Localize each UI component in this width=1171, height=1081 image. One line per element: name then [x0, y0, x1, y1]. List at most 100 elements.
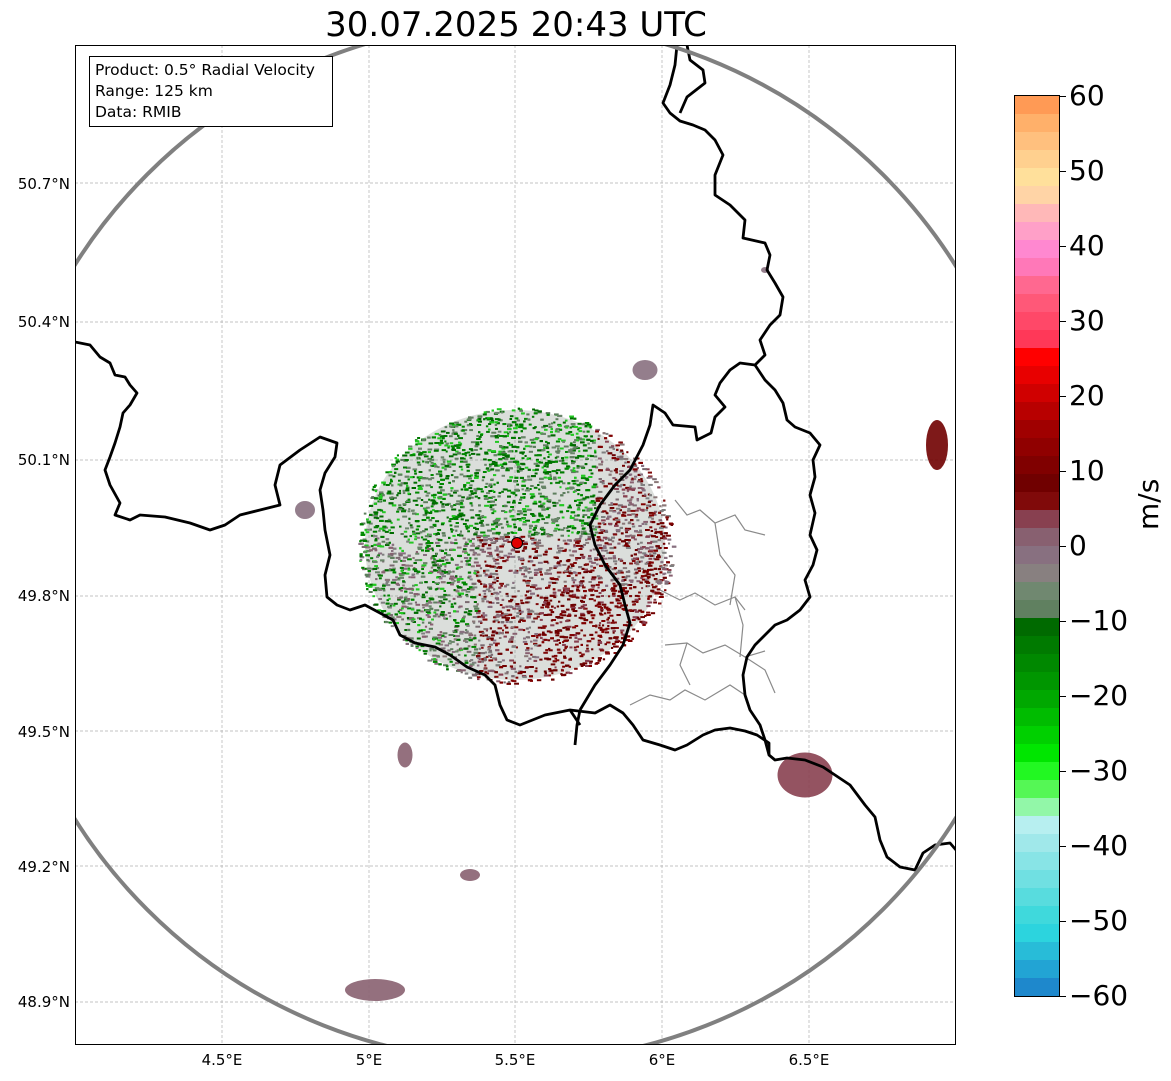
echo-pixel: [460, 560, 463, 563]
echo-pixel: [407, 568, 411, 571]
echo-pixel: [478, 647, 481, 650]
echo-pixel: [469, 509, 474, 512]
echo-pixel: [473, 533, 478, 536]
echo-pixel: [381, 494, 385, 497]
echo-pixel: [575, 432, 579, 435]
echo-pixel: [617, 504, 623, 507]
echo-pixel: [648, 564, 653, 567]
echo-pixel: [645, 468, 650, 471]
echo-pixel: [524, 466, 529, 469]
echo-pixel: [582, 576, 585, 579]
echo-pixel: [440, 430, 445, 433]
echo-pixel: [438, 643, 444, 646]
echo-pixel: [588, 476, 593, 478]
echo-pixel: [522, 629, 526, 632]
echo-pixel: [373, 526, 379, 529]
echo-pixel: [372, 589, 378, 592]
echo-pixel: [589, 501, 594, 504]
echo-pixel: [495, 427, 498, 430]
echo-pixel: [401, 564, 406, 566]
echo-pixel: [464, 420, 468, 423]
echo-pixel: [612, 592, 616, 595]
echo-pixel: [575, 596, 580, 599]
echo-pixel: [662, 551, 667, 554]
echo-pixel: [489, 421, 495, 424]
echo-pixel: [534, 555, 538, 558]
echo-pixel: [524, 594, 527, 597]
echo-pixel: [660, 593, 664, 596]
echo-pixel: [612, 518, 617, 521]
echo-pixel: [410, 598, 415, 601]
echo-pixel: [613, 585, 617, 588]
echo-pixel: [625, 531, 628, 534]
echo-pixel: [586, 509, 591, 512]
echo-pixel: [589, 530, 592, 533]
echo-pixel: [465, 640, 469, 643]
echo-pixel: [591, 485, 597, 488]
echo-pixel: [427, 547, 432, 550]
echo-pixel: [440, 601, 446, 604]
echo-pixel: [466, 650, 472, 653]
echo-pixel: [546, 465, 549, 468]
echo-pixel: [409, 591, 413, 594]
echo-pixel: [567, 525, 571, 528]
echo-pixel: [493, 619, 499, 622]
echo-pixel: [621, 579, 625, 582]
echo-pixel: [564, 456, 569, 459]
echo-pixel: [558, 459, 563, 462]
echo-pixel: [553, 529, 557, 532]
echo-pixel: [477, 545, 481, 547]
radar-map[interactable]: [75, 45, 956, 1045]
echo-pixel: [546, 601, 551, 604]
echo-pixel: [441, 532, 446, 535]
echo-pixel: [472, 551, 476, 554]
echo-pixel: [639, 581, 643, 584]
echo-pixel: [377, 545, 382, 547]
echo-pixel: [507, 425, 511, 428]
echo-pixel: [503, 457, 509, 460]
echo-pixel: [441, 509, 446, 512]
echo-pixel: [479, 541, 482, 544]
echo-pixel: [414, 559, 417, 562]
echo-pixel: [427, 612, 432, 615]
echo-pixel: [513, 480, 517, 483]
echo-pixel: [557, 438, 562, 441]
echo-pixel: [593, 455, 598, 458]
echo-pixel: [597, 577, 601, 580]
echo-pixel: [482, 612, 485, 615]
echo-pixel: [586, 644, 589, 647]
echo-pixel: [476, 435, 480, 437]
echo-pixel: [456, 423, 462, 426]
echo-pixel: [493, 490, 496, 493]
echo-pixel: [629, 498, 633, 501]
echo-pixel: [616, 602, 622, 605]
echo-pixel: [420, 645, 425, 648]
echo-pixel: [374, 514, 378, 517]
echo-pixel: [407, 558, 412, 561]
echo-pixel: [433, 449, 439, 452]
echo-pixel: [374, 603, 379, 606]
echo-pixel: [544, 522, 549, 524]
echo-pixel: [610, 502, 613, 505]
echo-pixel: [456, 500, 461, 503]
echo-pixel: [465, 527, 469, 530]
echo-pixel: [421, 549, 424, 552]
echo-pixel: [485, 564, 489, 567]
echo-pixel: [486, 492, 491, 495]
echo-pixel: [463, 432, 467, 435]
echo-pixel: [562, 539, 567, 542]
echo-pixel: [497, 430, 502, 433]
echo-pixel: [547, 499, 552, 502]
echo-pixel: [484, 504, 490, 507]
echo-pixel: [426, 544, 431, 547]
echo-pixel: [590, 594, 595, 597]
echo-pixel: [556, 469, 561, 472]
echo-pixel: [571, 564, 575, 567]
echo-pixel: [518, 558, 523, 561]
echo-pixel: [363, 539, 368, 542]
echo-pixel: [594, 604, 598, 607]
radar-map-canvas[interactable]: [75, 45, 956, 1045]
echo-pixel: [522, 619, 526, 622]
echo-pixel: [597, 634, 602, 637]
echo-pixel: [599, 608, 604, 611]
